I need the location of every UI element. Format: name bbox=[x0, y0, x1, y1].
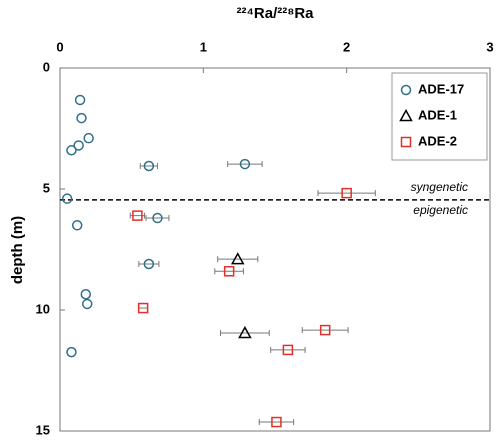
marker bbox=[76, 112, 87, 124]
annotation: epigenetic bbox=[413, 203, 468, 217]
y-tick-label: 0 bbox=[43, 59, 50, 74]
marker bbox=[239, 158, 251, 170]
legend-box bbox=[391, 72, 488, 161]
annotation: syngenetic bbox=[411, 180, 468, 194]
x-tick-label: 1 bbox=[200, 39, 207, 54]
x-tick-label: 3 bbox=[486, 39, 493, 54]
marker bbox=[319, 324, 331, 336]
marker bbox=[73, 140, 84, 151]
chart-title: ²²⁴Ra/²²⁸Ra bbox=[236, 5, 314, 22]
legend-marker bbox=[399, 108, 413, 122]
y-axis-label: depth (m) bbox=[9, 216, 26, 284]
marker bbox=[83, 132, 94, 144]
x-tick-label: 0 bbox=[56, 39, 63, 54]
y-tick-label: 15 bbox=[36, 422, 50, 437]
marker bbox=[74, 94, 86, 106]
legend-label: ADE-2 bbox=[418, 133, 457, 148]
marker bbox=[271, 416, 282, 428]
y-tick-label: 10 bbox=[36, 301, 50, 316]
marker bbox=[230, 252, 245, 265]
marker bbox=[132, 210, 143, 221]
marker bbox=[152, 212, 163, 224]
marker bbox=[341, 187, 352, 199]
legend-label: ADE-17 bbox=[418, 81, 464, 96]
legend-label: ADE-1 bbox=[418, 107, 457, 122]
legend-marker bbox=[400, 84, 412, 96]
marker bbox=[143, 258, 155, 270]
marker bbox=[61, 193, 73, 204]
marker bbox=[223, 266, 235, 277]
marker bbox=[143, 160, 155, 172]
marker bbox=[71, 220, 83, 231]
marker bbox=[282, 344, 294, 356]
marker bbox=[81, 298, 93, 310]
marker bbox=[80, 289, 92, 300]
x-tick-label: 2 bbox=[343, 39, 350, 54]
legend-marker bbox=[400, 136, 412, 148]
marker bbox=[238, 325, 252, 339]
plot-frame bbox=[59, 67, 491, 432]
marker bbox=[66, 346, 77, 358]
marker bbox=[66, 145, 77, 156]
marker bbox=[137, 302, 149, 314]
y-tick-label: 5 bbox=[43, 180, 50, 195]
